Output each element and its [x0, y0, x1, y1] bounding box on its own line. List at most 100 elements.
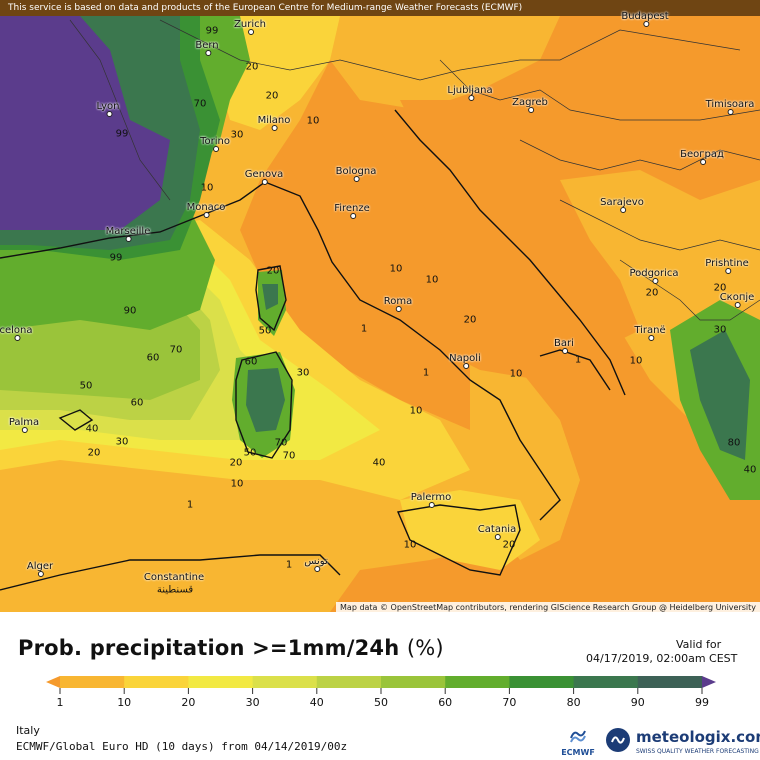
zone-balkan-core: [690, 330, 750, 460]
zone-20-30-sicily: [400, 490, 540, 570]
city-sarajevo: Sarajevo: [600, 197, 644, 213]
scale-tick-label: 50: [374, 696, 388, 709]
scale-segment: [188, 676, 254, 688]
zone-corsica-core: [262, 284, 278, 310]
contour-label: 50: [243, 447, 257, 459]
city-zurich: Zurich: [234, 19, 266, 35]
meteologix-icon: [606, 728, 630, 752]
ecmwf-text: ECMWF: [561, 748, 595, 757]
contour-label: 40: [372, 457, 386, 469]
contour-label: 10: [629, 355, 643, 367]
city-ljubljana: Ljubljana: [447, 85, 493, 101]
valid-for-label: Valid for: [676, 638, 722, 651]
contour-label: 10: [200, 182, 214, 194]
contour-label: 1: [360, 323, 368, 335]
scale-segment: [445, 676, 510, 688]
city-genova: Genova: [245, 169, 283, 185]
borders: [69, 19, 760, 321]
color-scale: [46, 676, 716, 694]
valid-time: 04/17/2019, 02:00am CEST: [586, 652, 738, 665]
ecmwf-logo: ECMWF: [560, 728, 596, 758]
data-source-banner: This service is based on data and produc…: [0, 0, 760, 16]
scale-segment: [60, 676, 125, 688]
contour-label: 99: [115, 128, 129, 140]
contour-label: 70: [193, 98, 207, 110]
city-constantine: Constantine: [143, 572, 205, 583]
brand-tagline: SWISS QUALITY WEATHER FORECASTING: [636, 748, 759, 755]
city-prishtine: Prishtine: [705, 258, 749, 274]
contour-label: 99: [205, 25, 219, 37]
city-podgorica: Podgorica: [629, 268, 679, 284]
contour-label: 80: [727, 437, 741, 449]
scale-arrow-left: [46, 676, 60, 688]
scale-segment: [316, 676, 382, 688]
city-alger: Alger: [27, 561, 53, 577]
model-run: ECMWF/Global Euro HD (10 days) from 04/1…: [16, 740, 348, 753]
contour-label: 20: [229, 457, 243, 469]
contour-label: 20: [502, 539, 516, 551]
scale-segment: [573, 676, 639, 688]
city-napoli: Napoli: [449, 353, 481, 369]
contour-label: 60: [244, 356, 258, 368]
coastlines: [0, 109, 626, 591]
scale-tick-label: 40: [309, 696, 324, 709]
city-barcelona: celona: [0, 325, 33, 341]
contour-label: 20: [266, 265, 280, 277]
region-name: Italy: [16, 724, 40, 737]
contour-label: 50: [79, 380, 93, 392]
brand-name: meteologix.com: [636, 728, 760, 746]
contour-label: 1: [186, 499, 194, 511]
zone-99: [0, 16, 170, 230]
zone-10-20-north: [330, 16, 560, 110]
city-torino: Torino: [200, 136, 230, 152]
scale-tick-label: 80: [566, 696, 581, 709]
contour-label: 60: [130, 397, 144, 409]
contour-label: 60: [146, 352, 160, 364]
legend-panel: Prob. precipitation >=1mm/24h (%) Valid …: [0, 612, 760, 760]
scale-segment: [381, 676, 446, 688]
contour-label: 30: [230, 129, 244, 141]
probability-field: [0, 0, 760, 612]
contour-label: 1: [285, 559, 293, 571]
contour-label: 20: [245, 61, 259, 73]
scale-tick-label: 99: [695, 696, 709, 709]
city-budapest: Budapest: [621, 11, 669, 27]
city-palermo: Palermo: [411, 492, 451, 508]
city-roma: Roma: [384, 296, 412, 312]
contour-label: 50: [258, 325, 272, 337]
zone-adriatic-low: [400, 100, 640, 350]
ecmwf-icon: [570, 730, 586, 743]
contour-label: 30: [713, 324, 727, 336]
forecast-map[interactable]: This service is based on data and produc…: [0, 0, 760, 612]
contour-label: 1: [574, 354, 582, 366]
contour-label: 40: [743, 464, 757, 476]
city-monaco: Monaco: [187, 202, 225, 218]
city-skopje: Скопје: [720, 292, 754, 308]
meteologix-logo[interactable]: meteologix.com SWISS QUALITY WEATHER FOR…: [604, 726, 760, 758]
city-bologna: Bologna: [336, 166, 376, 182]
city-lyon: Lyon: [96, 101, 120, 117]
scale-tick-label: 70: [502, 696, 517, 709]
contour-label: 70: [169, 344, 183, 356]
contour-label: 99: [109, 252, 123, 264]
contour-label: 20: [713, 282, 727, 294]
contour-label: 10: [230, 478, 244, 490]
city-firenze: Firenze: [334, 203, 370, 219]
contour-label: 10: [403, 539, 417, 551]
contour-label: 10: [509, 368, 523, 380]
contour-label: 90: [123, 305, 137, 317]
city-milano: Milano: [258, 115, 290, 131]
city-bern: Bern: [195, 40, 219, 56]
city-catania: Catania: [478, 524, 516, 540]
city-timisoara: Timisoara: [706, 99, 754, 115]
map-attribution: Map data © OpenStreetMap contributors, r…: [336, 602, 760, 612]
scale-arrow-right: [702, 676, 716, 688]
contour-label: 70: [274, 437, 288, 449]
scale-segment: [637, 676, 703, 688]
contour-label: 10: [425, 274, 439, 286]
zone-sardinia-core: [246, 368, 285, 432]
contour-label: 20: [87, 447, 101, 459]
contour-label: 1: [422, 367, 430, 379]
city-tunis: تونس: [304, 556, 328, 572]
contour-label: 10: [306, 115, 320, 127]
